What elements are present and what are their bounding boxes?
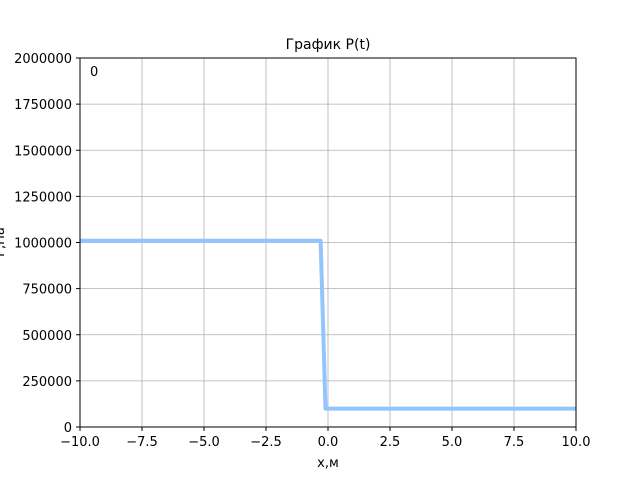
y-tick-label: 0: [64, 421, 72, 436]
y-tick-label: 1250000: [14, 190, 72, 205]
annotation-text: 0: [90, 65, 98, 80]
y-tick-label: 2000000: [14, 52, 72, 67]
x-tick-label: 7.5: [504, 435, 525, 450]
series-line: [80, 238, 576, 411]
x-tick-label: 10.0: [562, 435, 591, 450]
y-axis-label: P,Па: [0, 227, 8, 257]
y-axis-ticks: 0 250000 500000 750000 1000000 1250000 1500000…: [14, 52, 80, 436]
x-tick-label: 0.0: [318, 435, 339, 450]
y-tick-label: 500000: [22, 329, 72, 344]
x-axis-ticks: −10.0 −7.5 −5.0 −2.5 0.0 2.5 5.0 7.5 10.0: [60, 427, 590, 450]
y-tick-label: 1750000: [14, 98, 72, 113]
x-tick-label: −7.5: [126, 435, 158, 450]
x-tick-label: −5.0: [188, 435, 220, 450]
x-tick-label: 5.0: [442, 435, 463, 450]
y-tick-label: 750000: [22, 283, 72, 298]
chart-title: График P(t): [286, 37, 371, 53]
y-tick-label: 1000000: [14, 237, 72, 252]
x-tick-label: −2.5: [250, 435, 282, 450]
y-tick-label: 1500000: [14, 144, 72, 159]
y-tick-label: 250000: [22, 375, 72, 390]
x-tick-label: 2.5: [380, 435, 401, 450]
x-axis-label: x,м: [317, 456, 339, 471]
x-tick-label: −10.0: [60, 435, 100, 450]
